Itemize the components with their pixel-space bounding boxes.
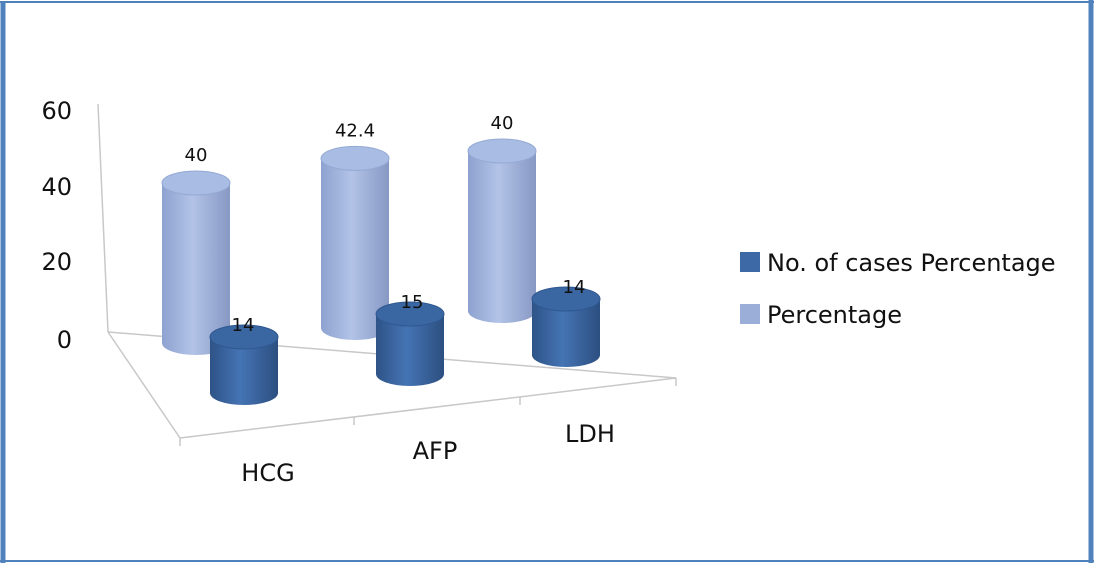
data-label: 40 xyxy=(491,113,514,134)
legend-swatch xyxy=(740,252,760,272)
data-label: 15 xyxy=(401,292,424,313)
legend-item: Percentage xyxy=(740,301,902,329)
data-label: 14 xyxy=(232,315,255,336)
data-label: 42.4 xyxy=(335,120,375,141)
y-tick-label: 40 xyxy=(41,173,72,201)
legend-swatch xyxy=(740,304,760,324)
bar-top xyxy=(375,301,445,327)
y-tick-label: 60 xyxy=(41,97,72,125)
bar-top xyxy=(209,324,279,350)
x-tick-label: LDH xyxy=(565,420,615,448)
x-axis-line xyxy=(179,377,677,439)
legend: No. of cases Percentage Percentage xyxy=(740,249,1056,329)
bar-body xyxy=(376,314,444,386)
bar-top xyxy=(161,170,231,196)
bar-top xyxy=(320,145,390,171)
bar xyxy=(209,324,279,405)
x-tick-label: HCG xyxy=(241,459,294,487)
floor-left-edge xyxy=(107,331,181,439)
legend-item: No. of cases Percentage xyxy=(740,249,1056,277)
bar xyxy=(531,286,601,367)
y-tick-label: 0 xyxy=(57,326,72,354)
bar-body xyxy=(321,158,389,340)
data-label: 14 xyxy=(563,277,586,298)
bar-top xyxy=(531,286,601,312)
bar xyxy=(320,145,390,340)
x-tick-label: AFP xyxy=(413,437,458,465)
y-tick-label: 20 xyxy=(41,248,72,276)
bar-body xyxy=(468,151,536,323)
bar-body xyxy=(162,183,230,355)
x-tick-labels: HCG AFP LDH xyxy=(241,420,615,487)
bar xyxy=(375,301,445,386)
legend-label: No. of cases Percentage xyxy=(767,249,1056,277)
bars xyxy=(161,138,601,405)
y-axis-line xyxy=(97,103,109,333)
data-label: 40 xyxy=(185,145,208,166)
bar xyxy=(161,170,231,355)
bar-body xyxy=(210,337,278,405)
bar xyxy=(467,138,537,323)
data-labels: 40 42.4 40 14 15 14 xyxy=(185,113,586,336)
legend-label: Percentage xyxy=(767,301,902,329)
bar-top xyxy=(467,138,537,164)
y-tick-labels: 0 20 40 60 xyxy=(41,97,72,354)
bar-body xyxy=(532,299,600,367)
